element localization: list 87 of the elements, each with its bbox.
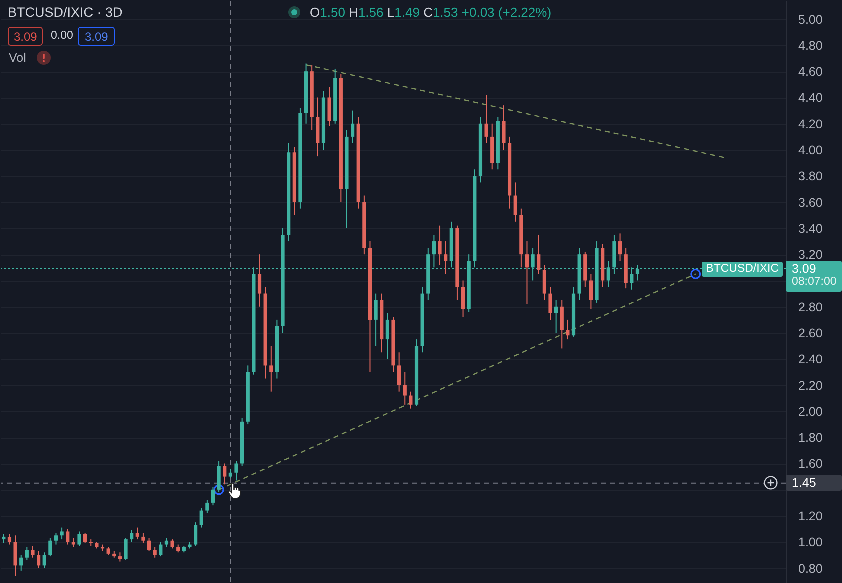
- y-tick-label: 4.00: [798, 144, 823, 158]
- candlestick: [270, 346, 274, 392]
- candlestick: [136, 527, 140, 540]
- candlestick: [398, 352, 402, 392]
- candlestick: [258, 254, 262, 308]
- candlestick: [211, 486, 216, 506]
- candlestick: [350, 110, 355, 144]
- y-tick-label: 3.80: [798, 170, 823, 184]
- candlestick: [566, 319, 570, 340]
- candlestick: [461, 280, 466, 318]
- candlestick: [42, 552, 46, 569]
- candlestick: [409, 391, 413, 410]
- candlestick: [78, 531, 82, 547]
- y-tick-label: 2.80: [798, 300, 823, 314]
- ref-line-label: BTCUSD/IXIC: [702, 262, 783, 277]
- candlestick: [2, 534, 6, 544]
- candlestick: [48, 538, 52, 558]
- candlestick: [223, 463, 227, 486]
- y-tick-label: 1.20: [798, 510, 823, 524]
- y-tick-label: 3.20: [798, 248, 823, 262]
- candlestick: [554, 300, 558, 334]
- candlestick: [200, 508, 204, 528]
- candlestick: [159, 542, 163, 558]
- y-tick-label: 3.40: [798, 222, 823, 236]
- candlestick: [54, 532, 58, 546]
- candlestick: [60, 527, 64, 540]
- candlestick: [72, 538, 76, 548]
- candlestick: [484, 94, 488, 144]
- candlestick: [118, 552, 122, 562]
- candlestick: [206, 500, 210, 514]
- text: 08:07:00: [792, 276, 838, 289]
- candlestick: [525, 241, 530, 305]
- candlestick: [20, 554, 24, 572]
- y-tick-label: 2.60: [798, 326, 823, 341]
- y-tick-label: 1.60: [798, 457, 823, 472]
- y-tick-label: 2.20: [798, 378, 823, 393]
- candlestick: [31, 546, 35, 558]
- candlestick: [386, 312, 390, 360]
- annotation: Vol: [9, 51, 26, 65]
- candlestick: [164, 538, 169, 548]
- candlestick: [194, 522, 198, 547]
- candlestick: [502, 105, 506, 151]
- candlestick: [36, 550, 41, 569]
- candlestick: [147, 538, 152, 552]
- candlestick: [14, 535, 18, 577]
- candlestick: [374, 293, 378, 347]
- y-tick-label: 4.60: [798, 65, 823, 80]
- candlestick: [142, 532, 146, 544]
- candlestick: [403, 372, 407, 406]
- y-tick-label: 4.40: [798, 91, 823, 106]
- candlestick: [217, 460, 221, 493]
- annotation: 3.09: [78, 27, 116, 46]
- candlestick: [328, 86, 332, 127]
- candlestick: [130, 530, 134, 543]
- candlestick: [589, 274, 594, 310]
- text: 3.09: [792, 262, 816, 276]
- annotation: 0.00: [51, 30, 74, 42]
- y-tick-label: 5.00: [798, 12, 823, 27]
- y-tick-label: 4.80: [798, 38, 823, 53]
- candlestick: [84, 532, 88, 544]
- candlestick: [8, 534, 12, 546]
- candlestick: [153, 546, 157, 558]
- y-tick-label: 1.00: [798, 536, 823, 550]
- candlestick: [228, 468, 232, 479]
- y-tick-label: 3.60: [798, 196, 823, 210]
- y-tick-label: 0.80: [798, 562, 823, 576]
- y-tick-label: 2.00: [798, 404, 823, 419]
- chart-title: BTCUSD/IXIC · 3D: [8, 5, 123, 20]
- candlestick: [537, 234, 541, 275]
- ref-line-label: 1.45: [786, 475, 842, 492]
- candlestick: [438, 225, 442, 266]
- candlestick: [25, 546, 29, 561]
- candlestick: [548, 286, 552, 320]
- y-tick-label: 1.80: [798, 431, 823, 446]
- candlestick: [618, 233, 622, 262]
- candlestick: [234, 460, 238, 482]
- candlestick: [444, 241, 448, 275]
- candlestick: [66, 528, 70, 546]
- candlestick: [170, 539, 174, 550]
- y-tick-label: 4.20: [798, 117, 823, 132]
- candlestick: [542, 264, 546, 301]
- candlestick: [124, 538, 128, 561]
- annotation: 3.09: [8, 27, 44, 46]
- text: O1.50 H1.56 L1.49 C1.53 +0.03 (+2.22%): [310, 5, 552, 20]
- y-tick-label: 2.40: [798, 352, 823, 367]
- candlestick: [514, 182, 518, 222]
- candlestick: [560, 300, 564, 350]
